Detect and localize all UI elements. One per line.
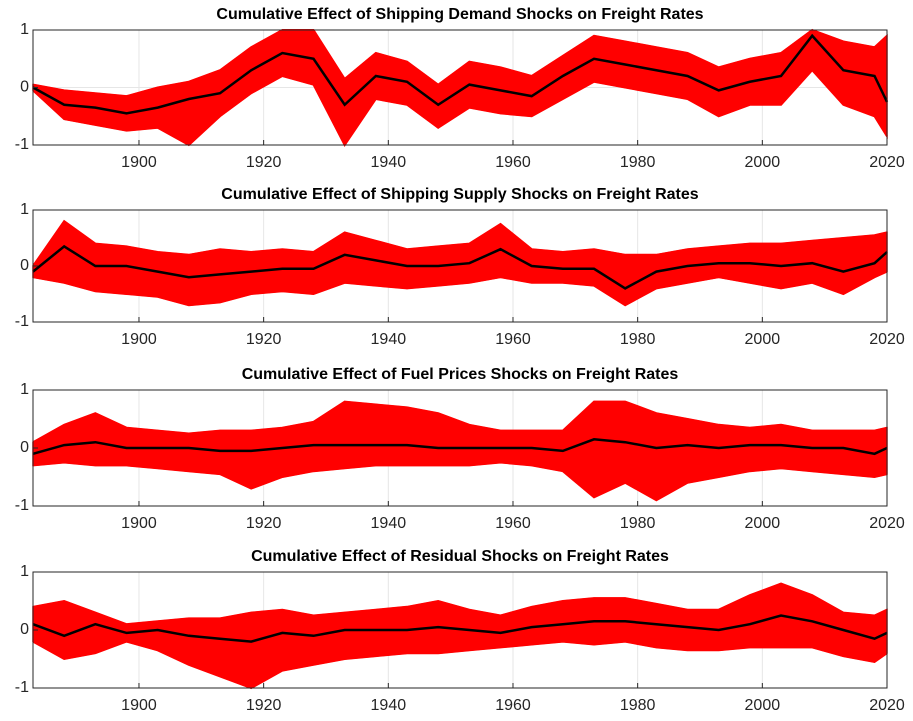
draw-line [32, 68, 888, 147]
y-tick-label: 0 [20, 257, 29, 274]
x-tick-label: 2000 [745, 697, 781, 714]
y-tick-label: 1 [20, 21, 29, 38]
y-tick-label: 1 [20, 201, 29, 218]
x-tick-label: 1920 [246, 515, 282, 532]
x-tick-label: 1900 [121, 515, 157, 532]
x-tick-label: 2020 [869, 154, 905, 171]
draw-line [32, 28, 888, 98]
x-tick-label: 1960 [495, 331, 531, 348]
x-tick-label: 1960 [495, 697, 531, 714]
x-tick-label: 1920 [246, 331, 282, 348]
y-tick-label: 1 [20, 381, 29, 398]
y-tick-label: -1 [15, 679, 29, 696]
y-tick-label: -1 [15, 136, 29, 153]
draw-line [32, 461, 888, 502]
x-tick-label: 1900 [121, 697, 157, 714]
x-tick-label: 1900 [121, 154, 157, 171]
x-tick-label: 1920 [246, 697, 282, 714]
chart-title: Cumulative Effect of Fuel Prices Shocks … [242, 366, 679, 383]
x-tick-label: 1960 [495, 154, 531, 171]
x-tick-label: 2000 [745, 331, 781, 348]
y-tick-label: 0 [20, 621, 29, 638]
y-tick-label: -1 [15, 497, 29, 514]
x-tick-label: 1980 [620, 154, 656, 171]
draw-line [32, 219, 888, 267]
y-tick-label: 1 [20, 563, 29, 580]
y-tick-label: 0 [20, 79, 29, 96]
median-line [32, 438, 888, 456]
chart-title: Cumulative Effect of Shipping Demand Sho… [216, 6, 703, 23]
x-tick-label: 1940 [371, 515, 407, 532]
chart-title: Cumulative Effect of Residual Shocks on … [251, 548, 669, 565]
draw-line [32, 400, 888, 444]
median-line [32, 33, 889, 115]
x-tick-label: 1900 [121, 331, 157, 348]
x-tick-label: 1940 [371, 154, 407, 171]
x-tick-label: 2000 [745, 515, 781, 532]
x-tick-label: 1960 [495, 515, 531, 532]
x-tick-label: 1980 [620, 697, 656, 714]
x-tick-label: 1940 [371, 331, 407, 348]
x-tick-label: 2020 [869, 331, 905, 348]
chart-title: Cumulative Effect of Shipping Supply Sho… [221, 186, 698, 203]
x-tick-label: 2020 [869, 515, 905, 532]
draw-line [32, 270, 888, 307]
median-line [32, 614, 888, 643]
x-tick-label: 1980 [620, 331, 656, 348]
x-tick-label: 1940 [371, 697, 407, 714]
x-tick-label: 1980 [620, 515, 656, 532]
x-tick-label: 1920 [246, 154, 282, 171]
x-tick-label: 2020 [869, 697, 905, 714]
y-tick-label: -1 [15, 313, 29, 330]
x-tick-label: 2000 [745, 154, 781, 171]
draw-line [32, 582, 888, 626]
y-tick-label: 0 [20, 439, 29, 456]
median-line [32, 244, 888, 290]
draw-line [32, 640, 888, 690]
